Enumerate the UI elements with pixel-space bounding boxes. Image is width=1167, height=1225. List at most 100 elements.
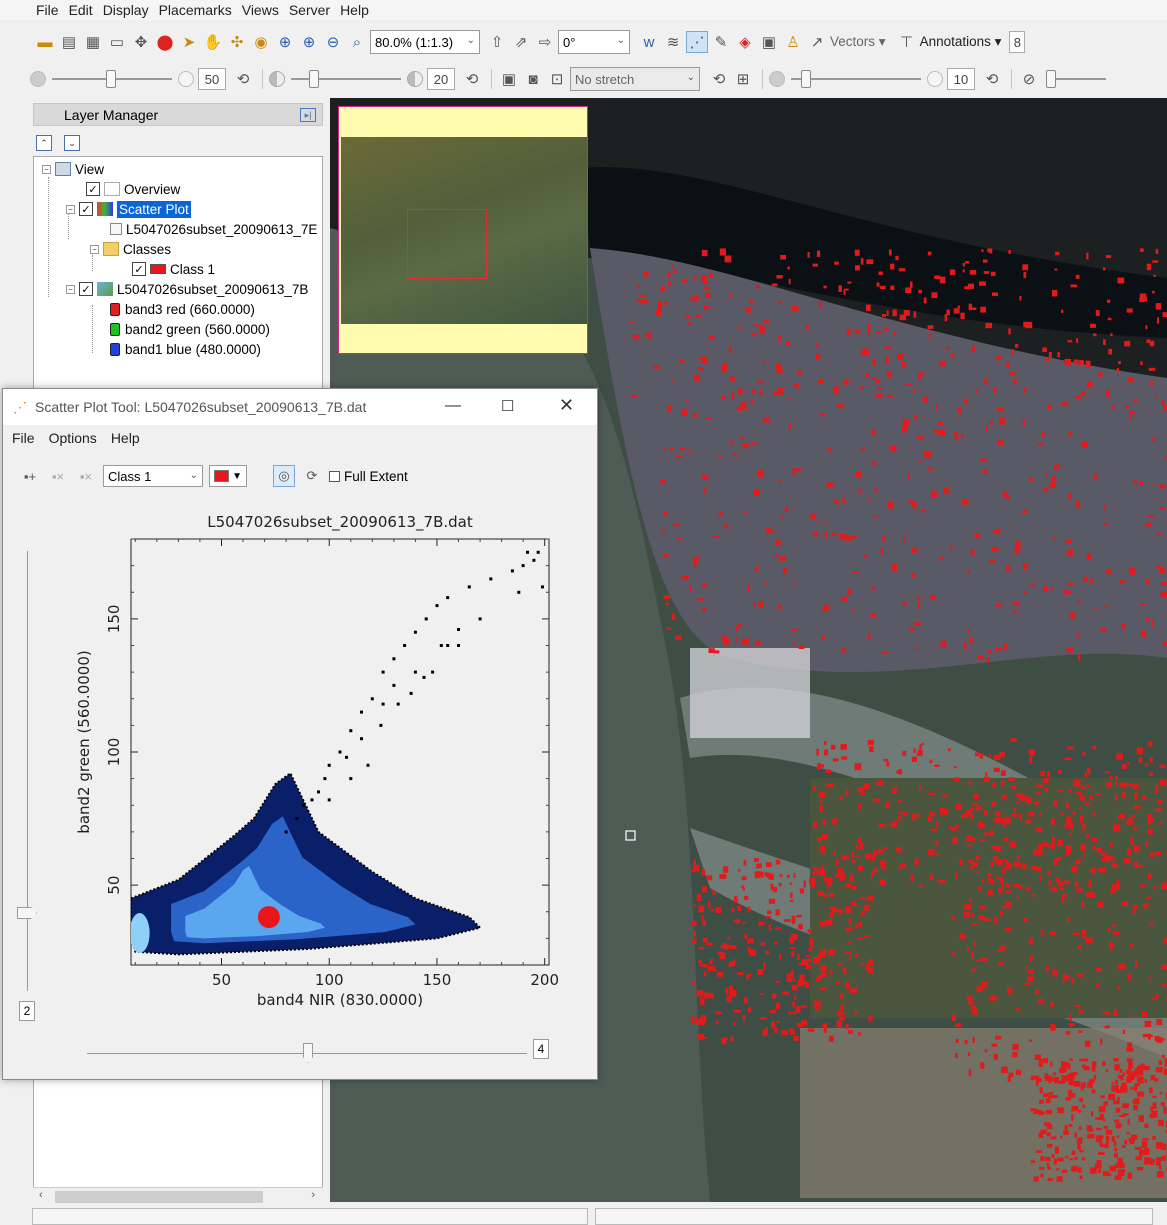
contrast-value[interactable]: 20 — [427, 68, 455, 90]
pin-icon[interactable]: ▸| — [300, 108, 316, 122]
stretch-select[interactable]: No stretch ⌄ — [570, 67, 700, 91]
overview-extent-box[interactable] — [407, 209, 487, 279]
reset-sharpen-icon[interactable]: ⟲ — [985, 71, 999, 88]
overview-window[interactable] — [338, 106, 588, 354]
vertical-slider[interactable] — [17, 551, 37, 991]
partial-input[interactable]: 8 — [1009, 31, 1026, 53]
transparency-slider[interactable] — [1046, 70, 1106, 88]
sharpen-thumb[interactable] — [801, 70, 811, 88]
full-extent-option[interactable]: Full Extent — [329, 469, 408, 484]
tree-node-classes[interactable]: − Classes — [90, 239, 171, 259]
open-icon[interactable]: ▬ — [37, 33, 53, 51]
profile-icon[interactable]: ᴡ — [643, 33, 655, 51]
scatter-menu-file[interactable]: File — [12, 430, 35, 446]
scatter-plot-checkbox[interactable]: ✓ — [79, 202, 93, 216]
stretch-view-icon[interactable]: ◙ — [528, 70, 538, 88]
reset-contrast-icon[interactable]: ⟲ — [465, 71, 479, 88]
move-icon[interactable]: ✥ — [134, 34, 148, 51]
horizontal-slider-value[interactable]: 4 — [533, 1039, 549, 1059]
vertical-slider-value[interactable]: 2 — [19, 1001, 35, 1021]
ntf-icon[interactable]: ▦ — [85, 34, 101, 51]
tree-node-scatter-file[interactable]: L5047026subset_20090613_7E — [110, 219, 317, 239]
tree-node-band2[interactable]: band2 green (560.0000) — [110, 319, 270, 339]
full-extent-checkbox[interactable] — [329, 470, 340, 482]
menu-file[interactable]: File — [36, 2, 59, 18]
class-color-picker[interactable]: ▼ — [209, 465, 247, 487]
transparency-thumb[interactable] — [1046, 70, 1056, 88]
spectral-icon[interactable]: ≋ — [666, 34, 680, 51]
collapse-icon[interactable]: − — [66, 204, 75, 214]
menu-help[interactable]: Help — [340, 2, 369, 18]
cursor-icon[interactable]: ➤ — [182, 34, 196, 51]
scatter-menu-help[interactable]: Help — [110, 430, 140, 446]
menu-views[interactable]: Views — [241, 2, 279, 18]
tree-node-band3[interactable]: band3 red (660.0000) — [110, 299, 255, 319]
zoom-select[interactable]: 80.0% (1:1.3) ⌄ — [370, 30, 480, 54]
scroll-thumb[interactable] — [55, 1191, 263, 1203]
person-icon[interactable]: ♙ — [786, 34, 800, 51]
brightness-value[interactable]: 50 — [198, 68, 226, 90]
overview-checkbox[interactable]: ✓ — [86, 182, 100, 196]
contrast-slider[interactable] — [291, 70, 401, 88]
pan-icon[interactable]: ✣ — [230, 34, 244, 51]
collapse-icon[interactable]: − — [66, 284, 75, 294]
tree-node-raster[interactable]: − ✓ L5047026subset_20090613_7B — [66, 279, 308, 299]
clear-class-icon[interactable]: ▪× — [79, 468, 93, 484]
annotations-menu[interactable]: Annotations ▾ — [919, 34, 1002, 49]
raster-checkbox[interactable]: ✓ — [79, 282, 93, 296]
scroll-left-icon[interactable]: ‹ — [39, 1189, 43, 1201]
refresh-icon[interactable]: ⟳ — [306, 468, 318, 483]
scatter-plot-icon[interactable]: ⋰ — [686, 31, 708, 53]
vectors-menu[interactable]: Vectors ▾ — [830, 34, 886, 49]
brightness-thumb[interactable] — [106, 70, 116, 88]
data-008-icon[interactable]: ▣ — [761, 34, 777, 51]
class1-checkbox[interactable]: ✓ — [132, 262, 146, 276]
zoom-extent-icon[interactable]: ⌕ — [352, 33, 362, 51]
scatter-menu-options[interactable]: Options — [48, 430, 97, 446]
horizontal-scrollbar[interactable]: ‹ › — [33, 1187, 323, 1205]
north-up-icon[interactable]: ⇗ — [514, 34, 528, 51]
sharpen-value[interactable]: 10 — [947, 68, 975, 90]
zoom-in-icon[interactable]: ⊕ — [302, 34, 316, 51]
expand-all-button[interactable]: ⌄ — [64, 135, 80, 151]
rotate-arrow-icon[interactable]: ⇨ — [538, 34, 552, 51]
stretch-settings-icon[interactable]: ⊡ — [550, 71, 564, 88]
rotation-select[interactable]: 0° ⌄ — [558, 30, 630, 54]
roi-icon[interactable]: ◈ — [739, 34, 751, 51]
horizontal-slider[interactable] — [87, 1043, 527, 1063]
histogram-icon[interactable]: ⊞ — [736, 71, 750, 88]
close-button[interactable]: ✕ — [559, 395, 575, 415]
menu-edit[interactable]: Edit — [68, 2, 93, 18]
scroll-right-icon[interactable]: › — [311, 1189, 315, 1201]
brightness-slider[interactable] — [52, 70, 172, 88]
maximize-button[interactable]: ☐ — [501, 398, 515, 415]
reset-stretch-icon[interactable]: ⟲ — [712, 71, 726, 88]
vectors-icon[interactable]: ↗ — [810, 34, 824, 51]
menu-placemarks[interactable]: Placemarks — [158, 2, 232, 18]
edit-icon[interactable]: ✎ — [714, 34, 728, 51]
contrast-thumb[interactable] — [309, 70, 319, 88]
collapse-all-button[interactable]: ⌃ — [36, 135, 52, 151]
minimize-button[interactable]: — — [445, 397, 461, 414]
tree-node-overview[interactable]: ✓ Overview — [86, 179, 180, 199]
sharpen-slider[interactable] — [791, 70, 921, 88]
tree-node-band1[interactable]: band1 blue (480.0000) — [110, 339, 261, 359]
horizontal-slider-thumb[interactable] — [303, 1043, 313, 1063]
monitor-icon[interactable]: ▭ — [109, 34, 125, 51]
tree-node-class1[interactable]: ✓ Class 1 — [132, 259, 215, 279]
tree-node-scatter-plot[interactable]: − ✓ Scatter Plot — [66, 199, 191, 219]
transparency-icon[interactable]: ⊘ — [1022, 71, 1036, 88]
collapse-icon[interactable]: − — [90, 244, 99, 254]
collapse-icon[interactable]: − — [42, 164, 51, 174]
pin-icon[interactable]: ⬤ — [156, 34, 174, 51]
clipboard-icon[interactable]: ▤ — [61, 34, 77, 51]
menu-display[interactable]: Display — [102, 2, 149, 18]
reset-brightness-icon[interactable]: ⟲ — [236, 71, 250, 88]
scatter-plot-area[interactable]: L5047026subset_20090613_7B.dat 50 100 150 20… — [3, 497, 597, 1081]
class-select[interactable]: Class 1 ⌄ — [103, 465, 203, 487]
vertical-slider-thumb[interactable] — [17, 907, 37, 919]
globe-icon[interactable]: ◉ — [254, 34, 268, 51]
tree-node-view[interactable]: − View — [42, 159, 104, 179]
zoom-fixed-icon[interactable]: ⊕ — [278, 34, 292, 51]
